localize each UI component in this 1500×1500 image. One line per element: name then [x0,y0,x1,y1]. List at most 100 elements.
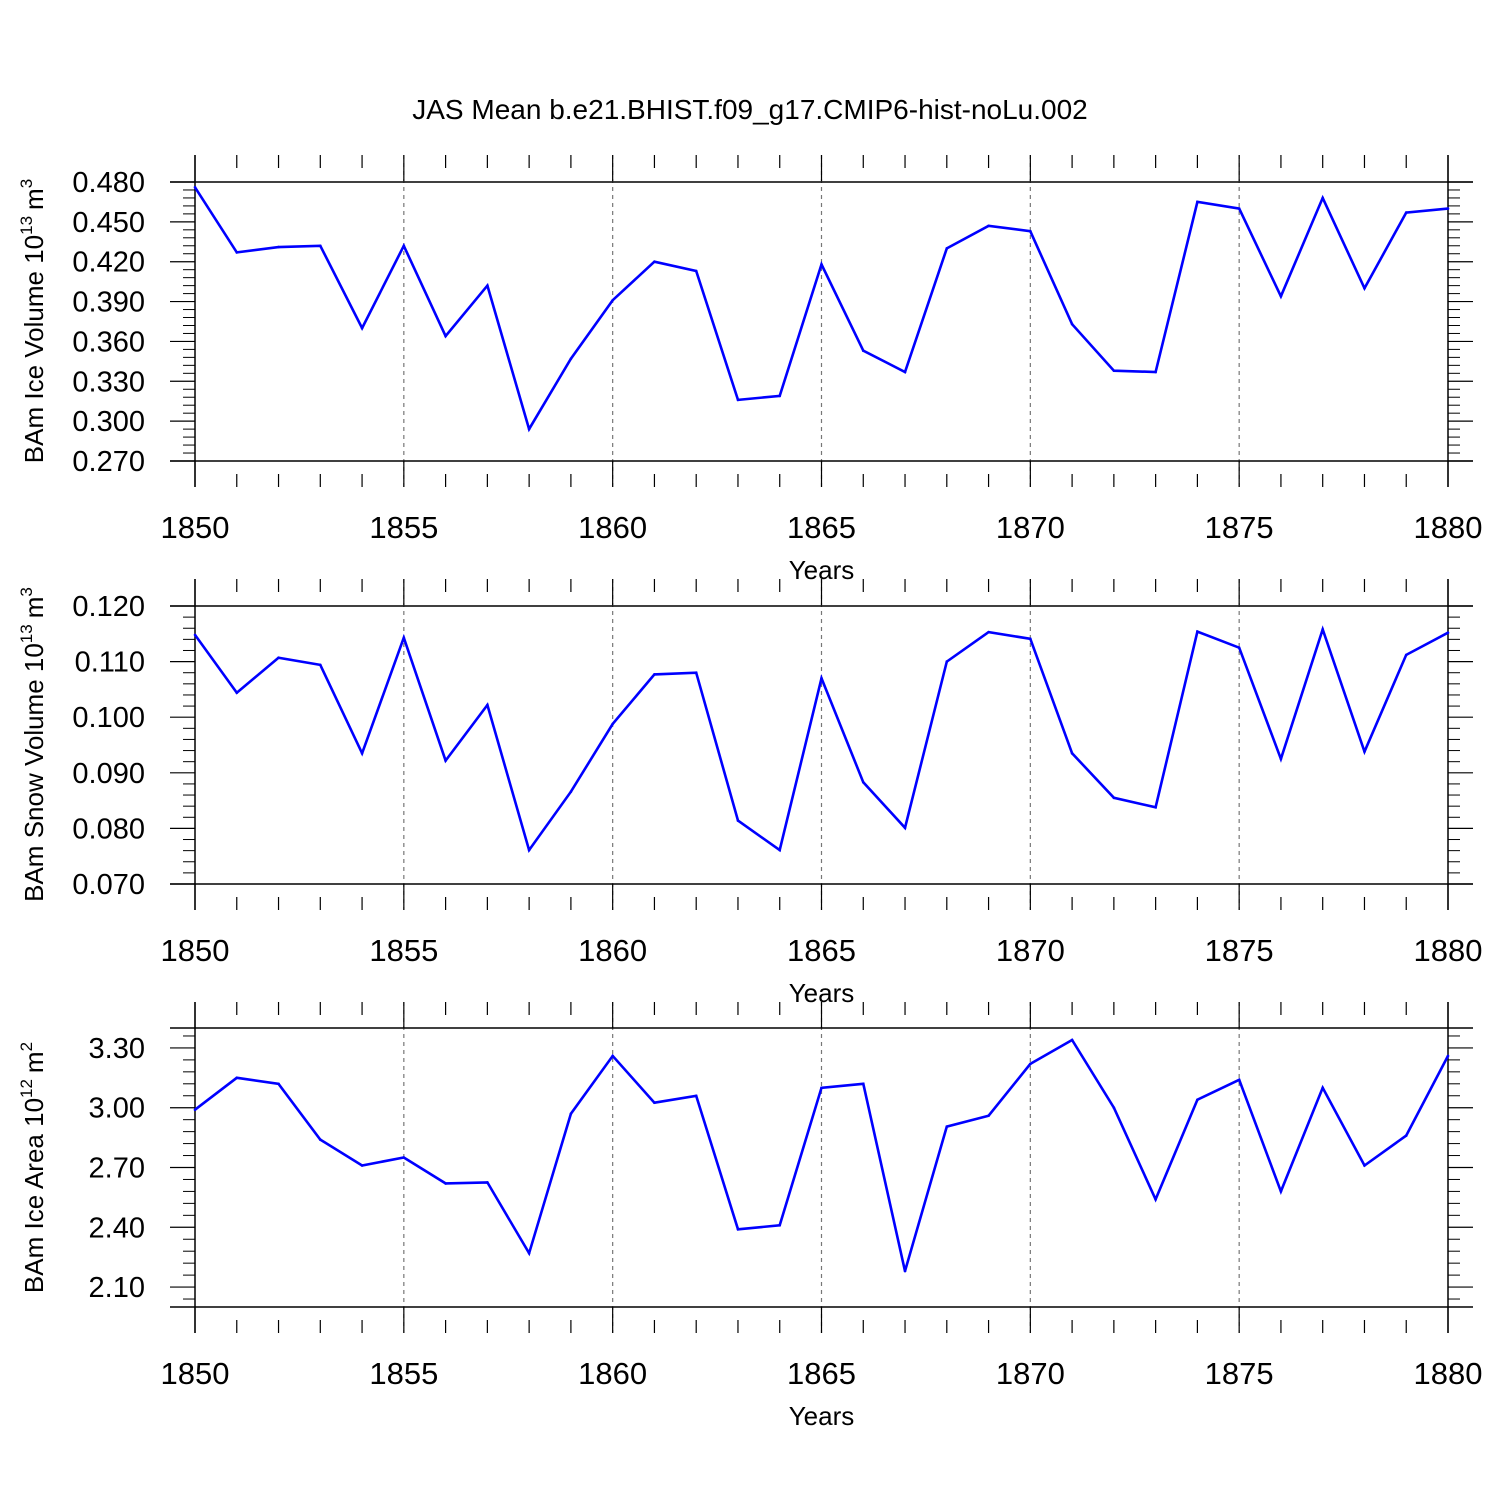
x-tick-label: 1855 [369,933,438,968]
data-point [235,691,239,695]
data-point [611,722,614,726]
y-tick-label: 0.270 [72,446,145,478]
x-tick-label: 1850 [161,933,230,968]
y-axis-label-unit: m [19,188,49,210]
data-point [319,1138,322,1141]
y-tick-label: 3.00 [89,1093,145,1125]
data-point [193,633,197,637]
data-point [486,284,489,287]
data-point [1321,628,1324,631]
y-tick-label: 0.360 [72,326,145,358]
data-point [527,1251,531,1255]
x-tick-label: 1875 [1205,933,1274,968]
data-point [987,224,990,228]
y-axis-label-text: BAm Snow Volume 10 [19,643,49,902]
data-point [569,357,573,361]
x-tick-label: 1860 [578,933,647,968]
x-tick-label: 1865 [787,1356,856,1391]
data-point [945,660,949,663]
y-tick-label: 0.390 [72,287,145,319]
data-point [527,427,531,431]
y-tick-label: 2.40 [89,1212,145,1244]
data-point [778,848,782,852]
x-tick-label: 1880 [1414,510,1483,545]
data-point [1029,229,1032,233]
data-point [736,1227,740,1231]
data-point [444,334,447,338]
data-point [319,244,322,248]
y-tick-label: 3.30 [89,1033,145,1065]
y-tick-label: 0.100 [72,702,145,734]
data-point [569,1112,573,1115]
data-point [694,671,698,675]
x-tick-label: 1870 [996,510,1065,545]
y-axis-label-text: BAm Ice Volume 10 [19,235,49,463]
y-axis-label-unit: m [19,1051,49,1073]
data-point [903,826,907,830]
data-point [1279,757,1283,761]
y-axis-label: BAm Snow Volume 1013 m3 [17,587,49,902]
y-axis-label: BAm Ice Area 1012 m2 [17,1042,49,1293]
data-point [1363,750,1366,753]
data-point [444,759,447,762]
data-point [778,394,782,398]
data-point [1446,207,1450,210]
panels: 0.270 0.300 0.330 0.360 0.390 0.420 0.450 0.480… [17,155,1482,1431]
panel-2: 0.070 0.080 0.090 0.100 0.110 0.120 1850 1855 18… [17,579,1482,1008]
x-tick-label: 1850 [161,1356,230,1391]
data-point [1279,294,1283,298]
data-point [1363,286,1366,290]
y-tick-label: 0.080 [72,813,145,845]
data-point [1321,196,1324,200]
data-point [653,260,656,264]
data-point [736,398,740,402]
data-point [611,1054,614,1058]
data-point [1196,1098,1199,1102]
data-point [820,1086,823,1090]
data-point [402,636,406,639]
data-point [1154,1198,1157,1201]
data-point [277,1082,280,1086]
y-axis-label-unit-exponent: 3 [17,179,36,188]
data-point [861,1082,865,1086]
data-point [1237,646,1241,649]
data-point [1070,322,1074,326]
data-point [694,269,698,273]
data-point [778,1223,782,1227]
data-point [945,247,949,250]
y-tick-label: 0.300 [72,406,145,438]
data-point [820,676,823,680]
x-tick-label: 1875 [1205,1356,1274,1391]
panel-3: 2.10 2.40 2.70 3.00 3.30 1850 1855 1860 1865 1870… [17,1002,1482,1431]
y-tick-label: 0.090 [72,758,145,790]
x-tick-label: 1880 [1414,933,1483,968]
data-point [1279,1190,1283,1193]
x-axis-label: Years [789,1401,855,1431]
x-tick-label: 1850 [161,510,230,545]
data-point [1404,1134,1408,1137]
data-point [1029,637,1032,641]
y-tick-label: 0.070 [72,869,145,901]
data-point [360,326,364,330]
x-tick-label: 1855 [369,1356,438,1391]
x-tick-label: 1870 [996,1356,1065,1391]
data-point [1029,1062,1032,1066]
data-point [1112,369,1116,372]
x-tick-label: 1865 [787,933,856,968]
data-point [277,656,280,660]
data-point [987,1114,990,1117]
data-point [653,673,656,676]
data-point [653,1101,656,1105]
data-point [277,245,280,249]
data-point [193,186,197,189]
data-point [987,630,990,634]
x-tick-label: 1860 [578,510,647,545]
data-point [569,790,573,794]
chart-title: JAS Mean b.e21.BHIST.f09_g17.CMIP6-hist-… [412,94,1088,125]
data-point [1196,630,1199,633]
data-point [820,263,823,266]
y-tick-label: 0.480 [72,167,145,199]
data-point [1154,805,1157,809]
data-point [945,1125,949,1128]
y-tick-label: 2.70 [89,1153,145,1185]
